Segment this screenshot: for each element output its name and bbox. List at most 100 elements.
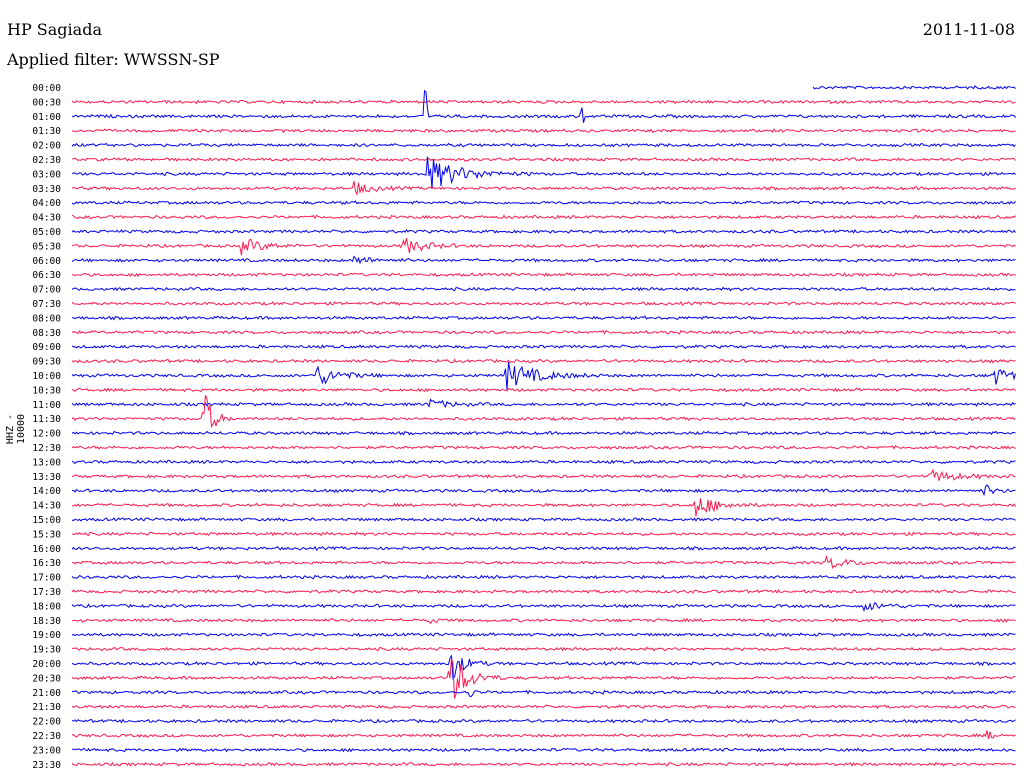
time-row-label: 00:00 (32, 83, 61, 94)
seismic-trace-1700 (71, 574, 1016, 580)
time-row-label: 11:00 (32, 400, 61, 411)
seismic-trace-1630 (72, 554, 1016, 570)
seismic-trace-0030 (71, 99, 1016, 105)
seismic-trace-0230 (71, 157, 1016, 162)
time-row-label: 09:30 (32, 357, 61, 368)
seismic-trace-0600 (71, 255, 1016, 265)
seismic-trace-1800 (71, 602, 1016, 613)
time-row-label: 16:30 (32, 558, 61, 569)
time-row-label: 06:00 (32, 256, 61, 267)
time-row-label: 17:00 (32, 573, 61, 584)
seismic-trace-0330 (71, 180, 1016, 197)
seismic-trace-1600 (71, 545, 1016, 551)
time-row-label: 18:00 (32, 601, 61, 612)
time-row-label: 15:30 (32, 529, 61, 540)
channel-label: HHZ - 10000 (5, 413, 27, 445)
seismic-trace-2130 (71, 704, 1016, 710)
seismic-trace-0400 (71, 200, 1016, 206)
seismic-trace-2230 (71, 730, 1016, 740)
seismic-trace-0100 (71, 89, 1016, 123)
seismic-trace-0730 (71, 301, 1016, 307)
time-row-label: 19:30 (32, 645, 61, 656)
seismic-trace-1100 (71, 398, 1016, 409)
time-row-label: 10:30 (32, 385, 61, 396)
seismic-trace-0000 (812, 85, 1016, 90)
seismic-trace-0500 (71, 229, 1016, 234)
time-row-label: 23:30 (32, 760, 61, 771)
seismic-trace-1830 (71, 617, 1016, 625)
time-row-label: 17:30 (32, 587, 61, 598)
time-row-label: 16:00 (32, 544, 61, 555)
applied-filter-label: Applied filter: WWSSN-SP (7, 50, 220, 69)
seismic-trace-1230 (71, 445, 1016, 450)
record-date: 2011-11-08 (922, 20, 1015, 39)
time-row-label: 22:30 (32, 731, 61, 742)
seismic-trace-0800 (72, 315, 1016, 321)
station-name: HP Sagiada (7, 20, 102, 39)
seismic-trace-1530 (71, 531, 1016, 537)
seismic-trace-0430 (71, 214, 1016, 220)
time-row-label: 05:30 (32, 241, 61, 252)
seismic-trace-2000 (71, 654, 1016, 680)
time-row-label: 00:30 (32, 97, 61, 108)
seismic-trace-1330 (71, 468, 1016, 481)
time-row-label: 07:30 (32, 299, 61, 310)
time-row-label: 13:00 (32, 457, 61, 468)
seismic-trace-0900 (71, 344, 1016, 350)
seismic-trace-2100 (71, 689, 1016, 698)
time-row-label: 05:00 (32, 227, 61, 238)
time-row-label: 11:30 (32, 414, 61, 425)
seismic-trace-1300 (71, 459, 1016, 465)
seismic-trace-1430 (71, 498, 1016, 517)
time-row-label: 15:00 (32, 515, 61, 526)
time-row-label: 23:00 (32, 745, 61, 756)
time-row-label: 20:30 (32, 673, 61, 684)
time-row-label: 01:00 (32, 112, 61, 123)
seismic-trace-1030 (71, 387, 1016, 393)
seismic-trace-1500 (71, 517, 1016, 522)
seismic-trace-1200 (71, 430, 1016, 436)
seismic-trace-0630 (71, 272, 1016, 278)
time-row-label: 08:30 (32, 328, 61, 339)
time-row-label: 21:00 (32, 688, 61, 699)
seismic-trace-0300 (71, 156, 1016, 190)
time-row-label: 22:00 (32, 717, 61, 728)
seismic-trace-0530 (71, 237, 1016, 256)
seismic-trace-0930 (71, 358, 1016, 364)
seismic-trace-1400 (71, 484, 1016, 497)
seismic-trace-0830 (71, 329, 1016, 335)
time-row-label: 04:00 (32, 198, 61, 209)
seismic-trace-1930 (71, 646, 1016, 652)
time-row-label: 21:30 (32, 702, 61, 713)
seismic-trace-2200 (71, 718, 1016, 724)
time-row-label: 03:00 (32, 169, 61, 180)
time-row-label: 07:00 (32, 285, 61, 296)
time-row-label: 04:30 (32, 213, 61, 224)
time-row-label: 19:00 (32, 630, 61, 641)
time-row-label: 02:30 (32, 155, 61, 166)
seismic-trace-0700 (71, 286, 1016, 292)
time-row-label: 18:30 (32, 616, 61, 627)
time-row-label: 13:30 (32, 472, 61, 483)
time-row-label: 12:30 (32, 443, 61, 454)
seismic-trace-1730 (71, 589, 1016, 594)
seismic-trace-1900 (71, 632, 1016, 638)
seismic-trace-0130 (71, 128, 1016, 134)
seismic-trace-1130 (71, 395, 1016, 429)
time-row-label: 20:00 (32, 659, 61, 670)
time-row-label: 01:30 (32, 126, 61, 137)
time-row-label: 02:00 (32, 141, 61, 152)
time-row-label: 03:30 (32, 184, 61, 195)
seismic-trace-1000 (71, 362, 1016, 391)
time-row-label: 12:00 (32, 429, 61, 440)
time-row-label: 09:00 (32, 342, 61, 353)
seismic-trace-2030 (71, 657, 1016, 699)
time-row-label: 10:00 (32, 371, 61, 382)
time-row-label: 06:30 (32, 270, 61, 281)
seismic-trace-0200 (71, 142, 1016, 148)
time-row-label: 14:30 (32, 501, 61, 512)
seismic-trace-2300 (71, 747, 1016, 753)
seismic-trace-2330 (71, 761, 1016, 767)
time-row-label: 14:00 (32, 486, 61, 497)
